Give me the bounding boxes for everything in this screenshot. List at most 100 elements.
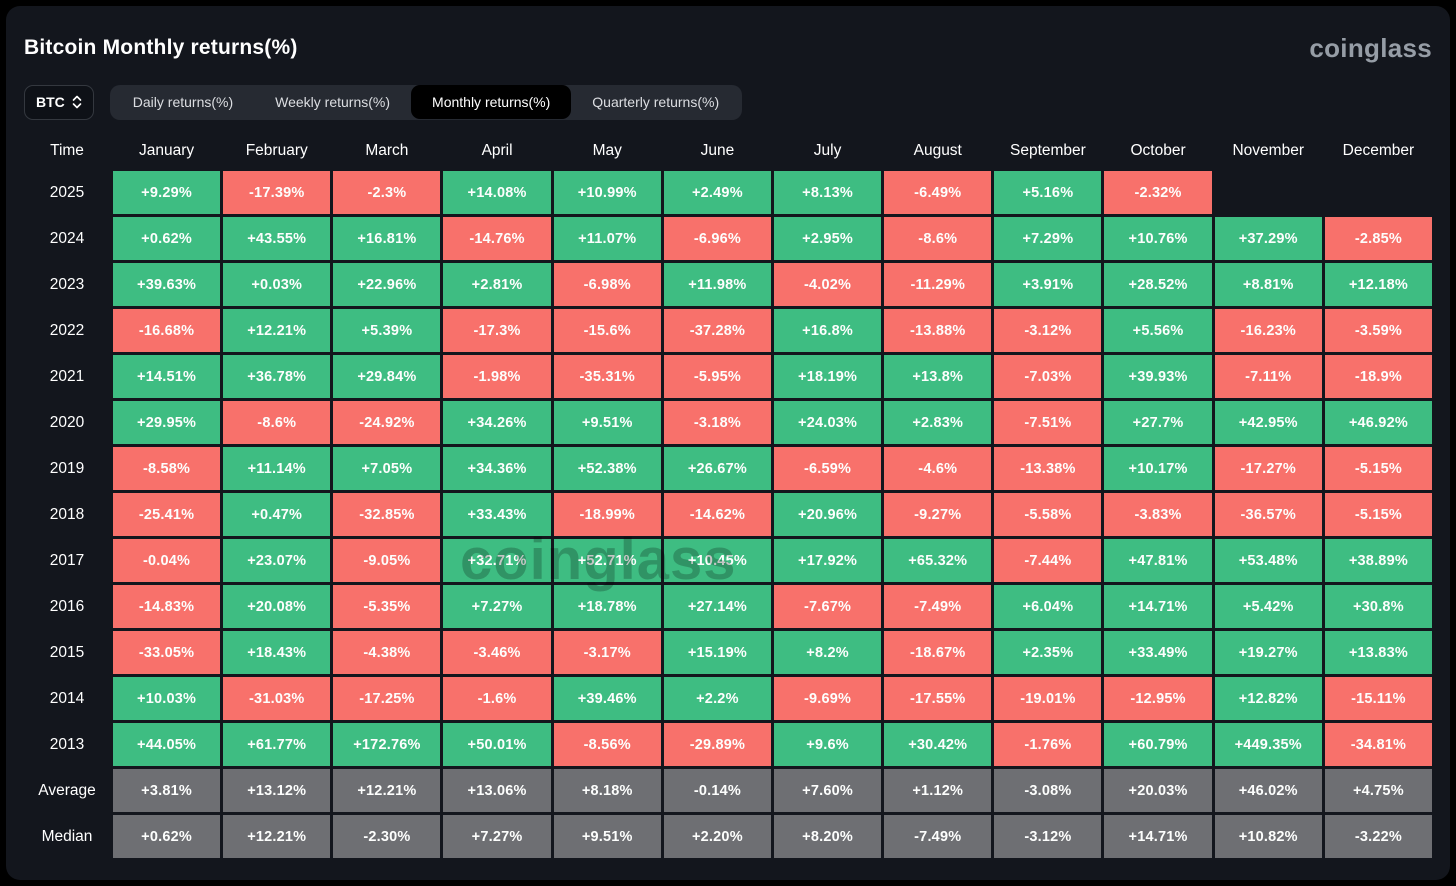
return-cell: +12.21%: [223, 309, 331, 352]
return-cell: +8.2%: [773, 631, 882, 674]
return-cell: +10.99%: [553, 171, 661, 214]
return-cell: +8.20%: [773, 815, 882, 858]
return-cell: +3.81%: [113, 769, 221, 812]
return-cell: -14.62%: [663, 493, 771, 536]
return-cell: +449.35%: [1214, 723, 1322, 766]
return-cell: +0.03%: [223, 263, 331, 306]
return-cell: +27.14%: [663, 585, 771, 628]
return-cell: -7.67%: [773, 585, 882, 628]
month-column-header: February: [245, 142, 308, 159]
return-cell: -1.98%: [443, 355, 551, 398]
return-cell: +20.08%: [223, 585, 331, 628]
return-cell: -8.6%: [223, 401, 331, 444]
return-cell: -7.11%: [1214, 355, 1322, 398]
return-cell: -1.76%: [994, 723, 1102, 766]
return-cell: -5.35%: [333, 585, 441, 628]
return-cell: -8.56%: [553, 723, 661, 766]
tab-monthly-returns[interactable]: Monthly returns(%): [411, 85, 572, 119]
return-cell: +7.60%: [773, 769, 882, 812]
symbol-select[interactable]: BTC: [24, 84, 94, 120]
return-cell: -13.38%: [994, 447, 1102, 490]
return-cell: +50.01%: [443, 723, 551, 766]
return-cell: -0.04%: [113, 539, 221, 582]
return-cell: -29.89%: [663, 723, 771, 766]
return-cell: -13.88%: [884, 309, 992, 352]
return-cell: -9.05%: [333, 539, 441, 582]
return-cell: +16.8%: [773, 309, 882, 352]
month-column-header: September: [1009, 142, 1086, 159]
return-cell: +13.06%: [443, 769, 551, 812]
return-cell: +33.43%: [443, 493, 551, 536]
return-cell: -6.49%: [884, 171, 992, 214]
row-label: 2016: [49, 597, 85, 615]
month-column-header: January: [139, 142, 195, 159]
return-cell: -34.81%: [1324, 723, 1432, 766]
return-cell: -17.55%: [884, 677, 992, 720]
return-cell: -6.59%: [773, 447, 882, 490]
return-cell: +12.21%: [333, 769, 441, 812]
return-cell: +29.95%: [113, 401, 221, 444]
return-cell: +9.6%: [773, 723, 882, 766]
row-label: 2024: [49, 229, 85, 247]
return-cell: -25.41%: [113, 493, 221, 536]
header: Bitcoin Monthly returns(%) coinglass: [24, 28, 1432, 68]
return-cell: +8.81%: [1214, 263, 1322, 306]
return-cell: -2.3%: [333, 171, 441, 214]
return-cell: +36.78%: [223, 355, 331, 398]
return-cell: +29.84%: [333, 355, 441, 398]
return-cell: +42.95%: [1214, 401, 1322, 444]
return-cell: +14.51%: [113, 355, 221, 398]
return-cell: -8.6%: [884, 217, 992, 260]
row-label: 2019: [49, 459, 85, 477]
return-cell: -3.46%: [443, 631, 551, 674]
return-cell: -12.95%: [1104, 677, 1212, 720]
return-cell: [1215, 171, 1322, 214]
return-cell: -24.92%: [333, 401, 441, 444]
month-column-header: October: [1130, 142, 1186, 159]
return-cell: -0.14%: [663, 769, 771, 812]
month-column-header: April: [481, 142, 513, 159]
returns-table: coinglass Time January February March April M…: [24, 134, 1432, 858]
return-cell: -3.59%: [1324, 309, 1432, 352]
return-cell: +18.19%: [773, 355, 882, 398]
return-cell: +9.51%: [553, 401, 661, 444]
row-label: 2015: [49, 643, 85, 661]
return-cell: +34.36%: [443, 447, 551, 490]
return-cell: -31.03%: [223, 677, 331, 720]
return-cell: -1.6%: [443, 677, 551, 720]
return-cell: -11.29%: [884, 263, 992, 306]
return-cell: +7.27%: [443, 815, 551, 858]
return-cell: -2.32%: [1104, 171, 1212, 214]
return-cell: -18.9%: [1324, 355, 1432, 398]
row-label: Average: [38, 781, 96, 799]
tab-weekly-returns[interactable]: Weekly returns(%): [254, 86, 411, 118]
return-cell: -37.28%: [663, 309, 771, 352]
return-cell: +5.56%: [1104, 309, 1212, 352]
return-cell: +13.12%: [223, 769, 331, 812]
tab-quarterly-returns[interactable]: Quarterly returns(%): [571, 86, 740, 118]
return-cell: +60.79%: [1104, 723, 1212, 766]
return-cell: +8.13%: [773, 171, 882, 214]
return-cell: +11.14%: [223, 447, 331, 490]
return-cell: +0.62%: [113, 815, 221, 858]
coinglass-logo: coinglass: [1309, 32, 1432, 63]
return-cell: -3.22%: [1324, 815, 1432, 858]
return-cell: -18.67%: [884, 631, 992, 674]
return-cell: +11.98%: [663, 263, 771, 306]
return-cell: +9.29%: [113, 171, 221, 214]
return-cell: +2.95%: [773, 217, 882, 260]
return-cell: -5.15%: [1324, 447, 1432, 490]
return-cell: +20.03%: [1104, 769, 1212, 812]
return-cell: +14.71%: [1104, 585, 1212, 628]
return-cell: +43.55%: [223, 217, 331, 260]
return-cell: [1325, 171, 1432, 214]
tab-daily-returns[interactable]: Daily returns(%): [112, 86, 254, 118]
return-cell: -7.44%: [994, 539, 1102, 582]
return-cell: +26.67%: [663, 447, 771, 490]
row-label: 2021: [49, 367, 85, 385]
row-label: 2017: [49, 551, 85, 569]
return-cell: -6.96%: [663, 217, 771, 260]
return-cell: +39.93%: [1104, 355, 1212, 398]
return-cell: +10.17%: [1104, 447, 1212, 490]
return-cell: +0.47%: [223, 493, 331, 536]
